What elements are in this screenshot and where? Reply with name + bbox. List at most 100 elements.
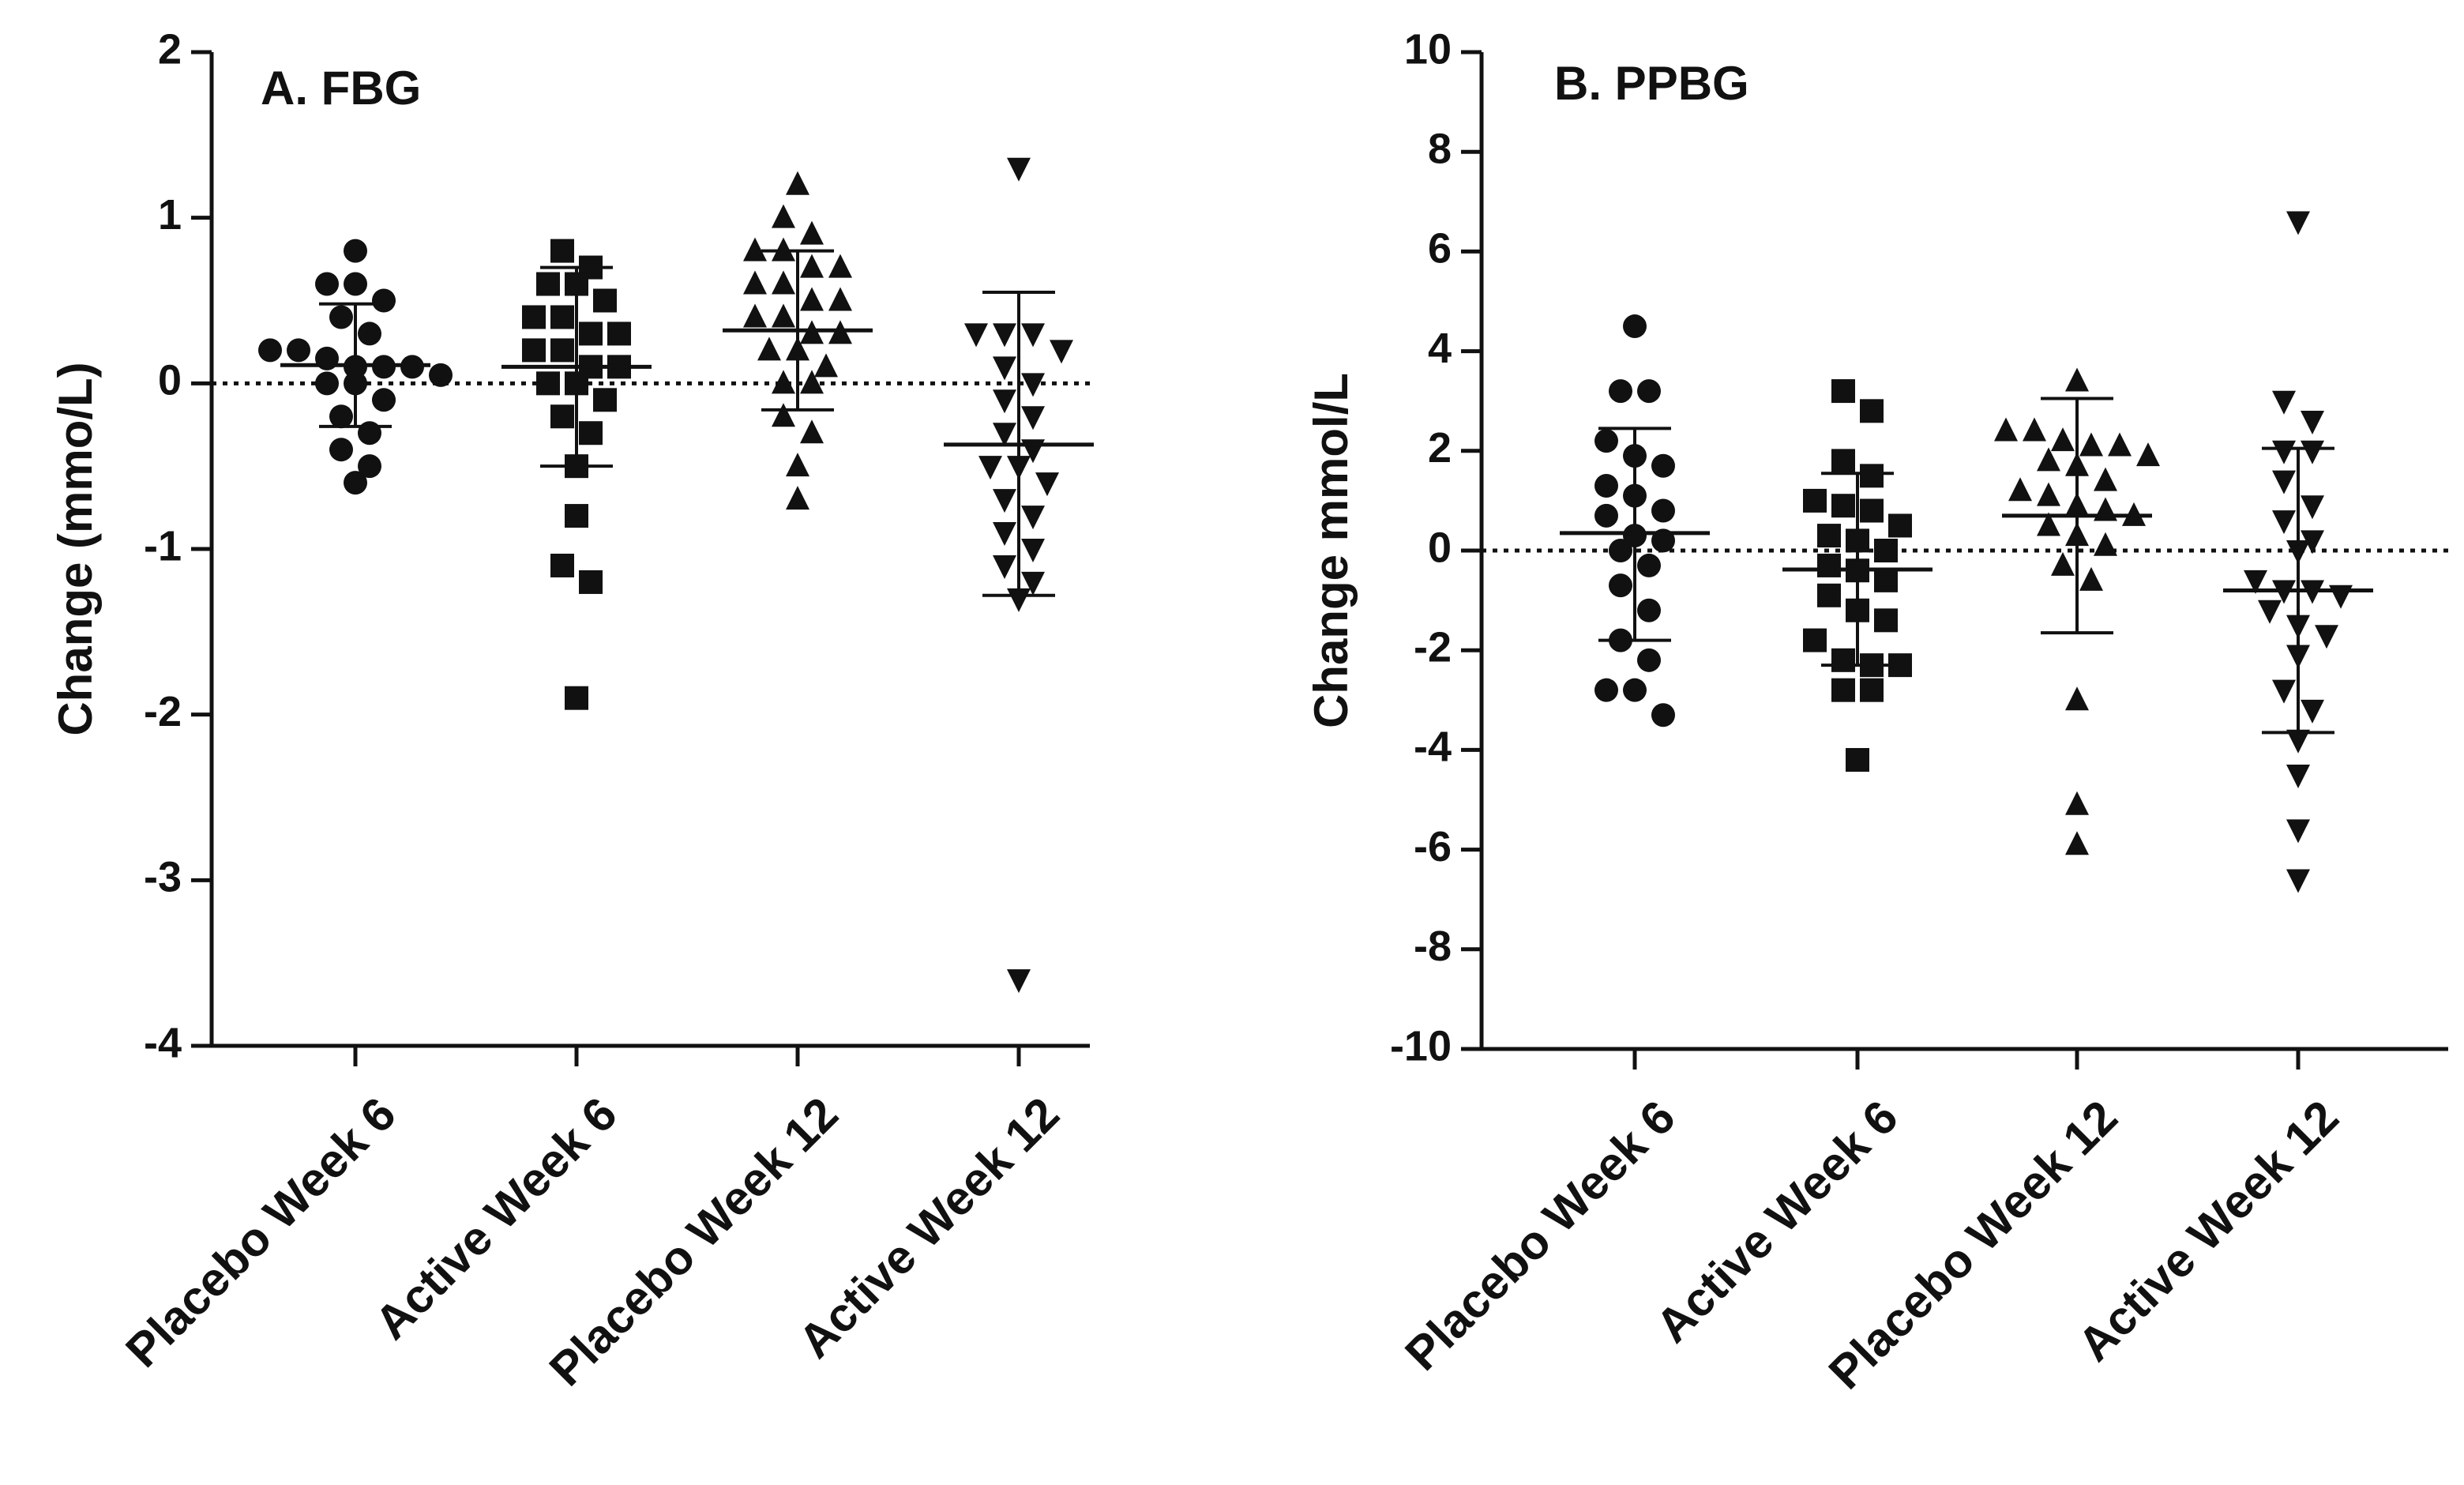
- circle-marker: [1609, 379, 1632, 404]
- circle-marker: [429, 363, 453, 387]
- triangle-down-marker: [1035, 472, 1059, 497]
- triangle-up-marker: [828, 254, 852, 278]
- square-marker: [1817, 524, 1841, 548]
- triangle-down-marker: [1021, 373, 1045, 397]
- triangle-up-marker: [2065, 367, 2089, 392]
- triangle-down-marker: [2272, 470, 2296, 494]
- square-marker: [550, 338, 574, 363]
- series-placebo-week-12: [1994, 367, 2160, 855]
- series-active-week-12: [944, 157, 1094, 994]
- square-marker: [522, 338, 546, 363]
- square-marker: [536, 272, 560, 296]
- y-tick-label: -3: [144, 854, 182, 901]
- circle-marker: [315, 272, 339, 296]
- circle-marker: [329, 404, 353, 429]
- x-category-label: Placebo Week 6: [115, 1087, 405, 1377]
- triangle-up-marker: [786, 486, 809, 510]
- triangle-up-marker: [800, 370, 824, 394]
- circle-marker: [1609, 539, 1632, 562]
- triangle-down-marker: [1021, 323, 1045, 348]
- triangle-up-marker: [2094, 467, 2117, 491]
- triangle-down-marker: [1007, 969, 1031, 994]
- triangle-down-marker: [1021, 506, 1045, 530]
- square-marker: [579, 421, 603, 446]
- triangle-up-marker: [2079, 566, 2103, 591]
- triangle-down-marker: [2301, 410, 2324, 434]
- triangle-down-marker: [2244, 570, 2267, 594]
- circle-marker: [1651, 498, 1675, 523]
- triangle-down-marker: [1021, 539, 1045, 562]
- square-marker: [1803, 628, 1827, 652]
- circle-marker: [1637, 598, 1661, 622]
- triangle-down-marker: [964, 323, 988, 348]
- circle-marker: [329, 438, 353, 462]
- chart-panel-b: B. PPBG Change mmol/L -10 -8 -6 -4 -2 0 2 4 6 8 10 Pl…: [1305, 25, 2448, 1399]
- square-marker: [1817, 583, 1841, 607]
- triangle-up-marker: [2023, 417, 2046, 442]
- triangle-down-marker: [2258, 600, 2282, 624]
- circle-marker: [1637, 648, 1661, 672]
- circle-marker: [1594, 429, 1618, 453]
- triangle-up-marker: [2065, 791, 2089, 815]
- triangle-down-marker: [1007, 157, 1031, 182]
- y-tick-label: 6: [1428, 225, 1452, 273]
- triangle-up-marker: [1994, 417, 2018, 442]
- triangle-down-marker: [993, 423, 1016, 447]
- triangle-down-marker: [978, 456, 1002, 480]
- y-tick-label: -6: [1414, 823, 1452, 870]
- series-placebo-week-6: [258, 239, 453, 495]
- triangle-up-marker: [2008, 477, 2032, 502]
- square-marker: [1860, 464, 1884, 488]
- triangle-up-marker: [772, 303, 795, 328]
- series-placebo-week-6: [1560, 314, 1710, 727]
- circle-marker: [1609, 573, 1632, 598]
- triangle-up-marker: [800, 419, 824, 444]
- triangle-up-marker: [772, 270, 795, 295]
- triangle-down-marker: [2286, 819, 2310, 844]
- square-marker: [550, 239, 574, 263]
- y-tick-label: -4: [1414, 724, 1452, 771]
- circle-marker: [1594, 473, 1618, 498]
- y-tick-label: 1: [158, 191, 182, 239]
- x-category-label: Placebo Week 6: [1395, 1090, 1685, 1380]
- y-tick-label: 8: [1428, 125, 1452, 172]
- square-marker: [565, 686, 588, 710]
- circle-marker: [358, 454, 381, 479]
- square-marker: [1831, 678, 1855, 702]
- square-marker: [550, 553, 574, 577]
- triangle-up-marker: [800, 254, 824, 278]
- series-active-week-6: [501, 239, 652, 710]
- circle-marker: [1651, 703, 1675, 727]
- triangle-down-marker: [993, 323, 1016, 348]
- triangle-down-marker: [993, 489, 1016, 513]
- circle-marker: [1623, 678, 1647, 702]
- square-marker: [1874, 539, 1898, 562]
- y-tick-label: -2: [144, 688, 182, 735]
- square-marker: [593, 288, 617, 313]
- triangle-up-marker: [2136, 442, 2160, 467]
- circle-marker: [372, 288, 396, 313]
- triangle-up-marker: [2094, 532, 2117, 556]
- y-tick-label: 4: [1428, 325, 1452, 372]
- square-marker: [607, 321, 631, 346]
- triangle-down-marker: [2272, 510, 2296, 535]
- circle-marker: [1623, 314, 1647, 339]
- triangle-down-marker: [2272, 440, 2296, 464]
- triangle-down-marker: [2272, 390, 2296, 415]
- triangle-up-marker: [814, 353, 838, 378]
- y-tick-label: -8: [1414, 923, 1452, 970]
- triangle-down-marker: [2286, 764, 2310, 788]
- triangle-down-marker: [2301, 530, 2324, 555]
- circle-marker: [344, 471, 367, 495]
- y-tick-label: -10: [1390, 1022, 1452, 1070]
- triangle-down-marker: [2286, 869, 2310, 893]
- circle-marker: [1594, 503, 1618, 528]
- square-marker: [1817, 553, 1841, 577]
- triangle-up-marker: [786, 453, 809, 477]
- triangle-up-marker: [2037, 447, 2060, 472]
- series-placebo-week-12: [723, 171, 873, 510]
- triangle-down-marker: [993, 555, 1016, 579]
- y-tick-label: 0: [1428, 524, 1452, 571]
- circle-marker: [287, 338, 310, 363]
